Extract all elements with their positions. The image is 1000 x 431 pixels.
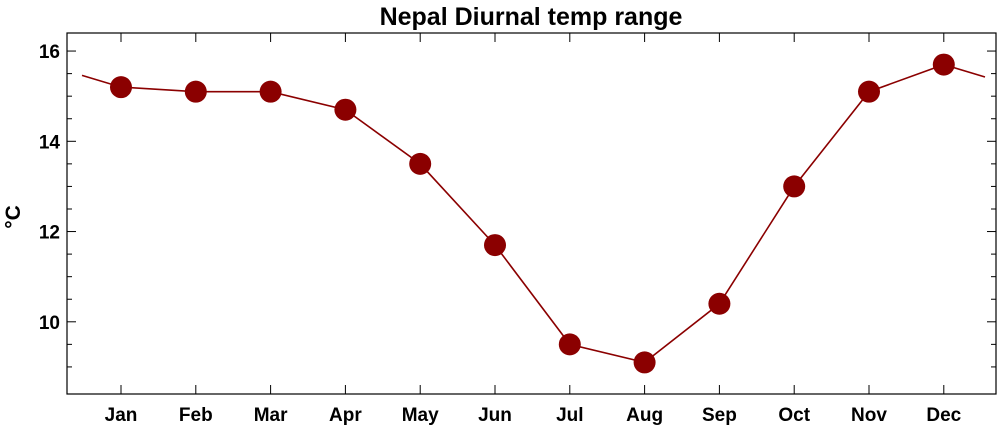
data-point [932,53,955,76]
data-point [409,152,432,175]
x-tick-label: Jan [105,405,138,426]
series-line [81,63,986,364]
x-tick-label: Feb [179,405,213,426]
data-point [259,80,282,103]
x-tick-label: Nov [851,405,887,426]
data-point [858,80,880,103]
x-tick-label: Jul [556,405,583,426]
data-point [484,234,506,257]
plot-frame [66,32,997,395]
data-point [633,351,656,374]
data-point [708,292,731,315]
data-point [184,80,207,103]
data-point [334,98,357,121]
data-point [783,175,806,198]
x-tick-label: Dec [926,405,961,426]
x-tick-label: Jun [478,405,512,426]
data-point [110,76,132,99]
x-tick-label: Apr [329,405,362,426]
x-tick-label: Mar [254,405,288,426]
x-tick-label: Aug [626,405,663,426]
x-tick-label: May [402,405,439,426]
y-axis-label: °C [2,205,25,229]
y-tick-label: 16 [39,42,60,63]
data-point [558,333,581,356]
y-tick-label: 14 [39,132,61,153]
y-tick-label: 10 [39,313,60,334]
plot-area: 10 12 14 16 Jan Feb Mar Apr May Jun Jul Aug Sep Oct No… [39,32,997,426]
x-tick-label: Sep [702,405,737,426]
y-tick-label: 12 [39,223,60,244]
x-tick-label: Oct [778,405,810,426]
chart-title: Nepal Diurnal temp range [380,3,683,31]
